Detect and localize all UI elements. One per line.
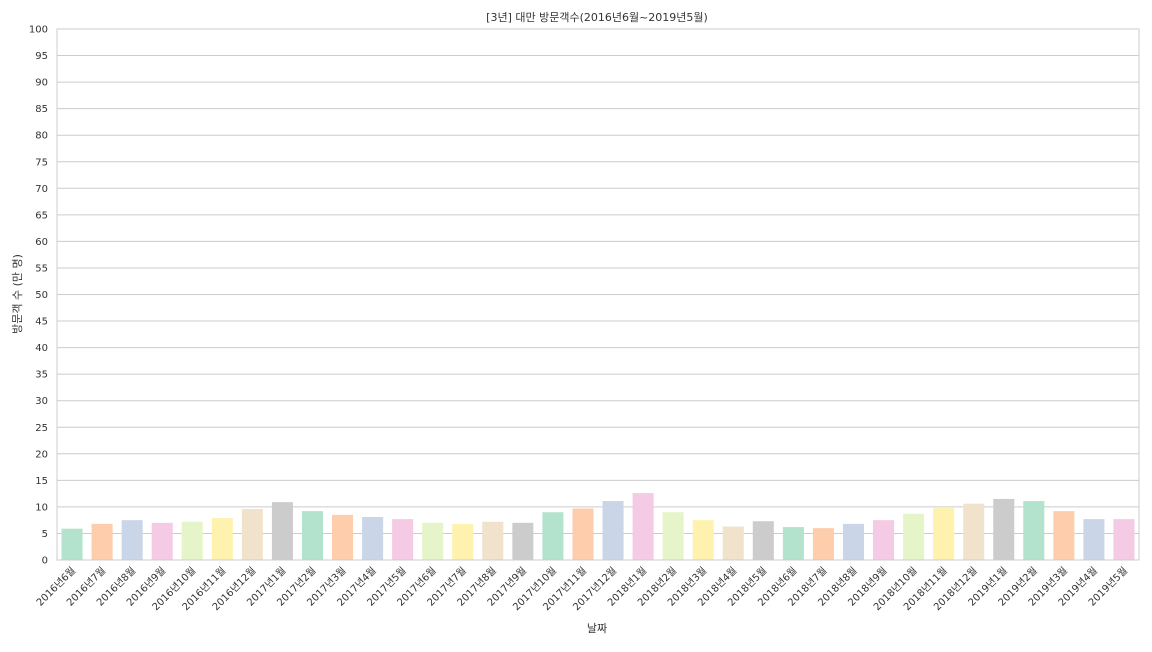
bar: [121, 520, 143, 560]
bar: [903, 513, 925, 560]
y-tick-label: 85: [35, 104, 48, 115]
bar: [662, 512, 684, 560]
y-axis-ticks: 0 5 10 15 20 25 30 35 40 45 50 55 60 65 70 75 80 85 90 95 10…: [29, 25, 48, 567]
bar: [572, 508, 594, 560]
bar: [151, 522, 173, 560]
bar: [452, 523, 474, 560]
y-tick-label: 0: [42, 556, 48, 567]
bar: [392, 519, 414, 560]
grid-lines: [57, 28, 1139, 561]
y-tick-label: 80: [35, 131, 48, 142]
bar: [241, 509, 263, 560]
bar: [482, 521, 504, 560]
bar: [812, 528, 834, 560]
y-tick-label: 20: [35, 449, 48, 460]
y-tick-label: 5: [42, 529, 48, 540]
bar: [752, 521, 774, 560]
bar: [512, 522, 534, 560]
y-tick-label: 45: [35, 317, 48, 328]
y-tick-label: 90: [35, 78, 48, 89]
bar: [181, 521, 203, 560]
bar: [422, 522, 444, 560]
y-axis-label: 방문객 수 (만 명): [11, 254, 24, 334]
y-tick-label: 65: [35, 210, 48, 221]
y-tick-label: 55: [35, 263, 48, 274]
y-tick-label: 25: [35, 423, 48, 434]
bar: [301, 511, 323, 560]
bar: [1113, 519, 1135, 560]
y-tick-label: 100: [29, 25, 48, 36]
bar: [91, 523, 113, 560]
bar: [1083, 519, 1105, 560]
bar: [211, 518, 233, 560]
y-tick-label: 60: [35, 237, 48, 248]
bar: [1053, 511, 1075, 560]
y-tick-label: 35: [35, 370, 48, 381]
bar: [782, 527, 804, 560]
x-axis-ticks: 2016년6월2016년7월2016년8월2016년9월2016년10월2016…: [34, 565, 1130, 613]
bar: [993, 498, 1015, 560]
y-tick-label: 95: [35, 51, 48, 62]
y-tick-label: 75: [35, 157, 48, 168]
bar: [842, 523, 864, 560]
bar: [963, 503, 985, 560]
bar: [632, 493, 654, 560]
x-axis-label: 날짜: [587, 622, 607, 635]
bar: [933, 507, 955, 560]
bar: [271, 502, 293, 560]
y-tick-label: 50: [35, 290, 48, 301]
bar: [362, 516, 384, 560]
y-tick-label: 70: [35, 184, 48, 195]
y-tick-label: 30: [35, 396, 48, 407]
bar: [722, 526, 744, 560]
y-tick-label: 40: [35, 343, 48, 354]
bars: [61, 493, 1135, 560]
bar: [692, 520, 714, 560]
plot-frame: [56, 28, 1140, 561]
chart-title: [3년] 대만 방문객수(2016년6월~2019년5월): [486, 11, 708, 24]
bar: [542, 512, 564, 560]
bar: [602, 501, 624, 560]
bar: [1023, 501, 1045, 560]
bar: [332, 514, 354, 560]
y-tick-label: 10: [35, 502, 48, 513]
y-tick-label: 15: [35, 476, 48, 487]
bar: [61, 528, 83, 560]
bar: [873, 520, 895, 560]
